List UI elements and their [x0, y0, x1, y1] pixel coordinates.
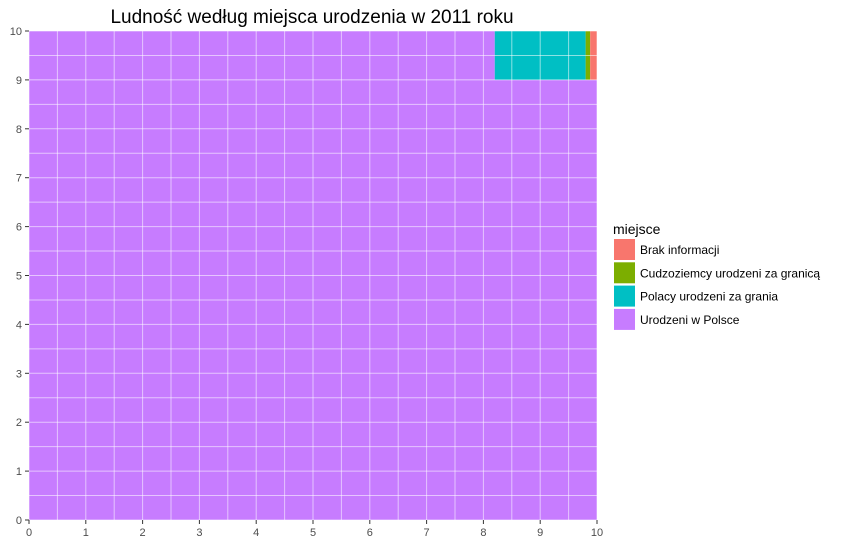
y-axis: 0 1 2 3 4 5 6 7 8 9 10: [10, 26, 29, 527]
x-tick-label: 4: [253, 527, 259, 539]
y-tick-label: 3: [16, 368, 22, 380]
legend-key-1: [614, 262, 635, 284]
legend-key-3: [614, 308, 635, 330]
legend-label: Cudzoziemcy urodzeni za granicą: [640, 266, 820, 280]
grid-lines: [28, 30, 598, 521]
y-tick-label: 5: [16, 271, 22, 283]
x-tick-label: 0: [26, 527, 32, 539]
chart-title: Ludność według miejsca urodzenia w 2011 …: [110, 7, 513, 28]
x-tick-label: 10: [591, 527, 603, 539]
y-tick-label: 1: [16, 466, 22, 478]
legend-label: Brak informacji: [640, 243, 719, 257]
x-tick-label: 2: [140, 527, 146, 539]
y-tick-label: 6: [16, 222, 22, 234]
y-tick-label: 8: [16, 124, 22, 136]
y-tick-label: 2: [16, 417, 22, 429]
y-tick-label: 4: [16, 319, 22, 331]
y-tick-label: 9: [16, 75, 22, 87]
legend-label: Urodzeni w Polsce: [640, 313, 740, 327]
x-tick-label: 7: [424, 527, 430, 539]
legend-key-2: [614, 285, 635, 307]
legend-key-0: [614, 239, 635, 260]
legend-title: miejsce: [613, 221, 661, 237]
y-tick-label: 10: [10, 26, 22, 38]
x-tick-label: 3: [196, 527, 202, 539]
x-tick-label: 5: [310, 527, 316, 539]
x-tick-label: 1: [83, 527, 89, 539]
x-axis: 0 1 2 3 4 5 6 7 8 9 10: [26, 520, 603, 539]
legend: miejsce Brak informacji Cudzoziemcy urodz…: [613, 221, 820, 330]
legend-label: Polacy urodzeni za grania: [640, 290, 778, 304]
y-tick-label: 7: [16, 173, 22, 185]
x-tick-label: 8: [480, 527, 486, 539]
x-tick-label: 6: [367, 527, 373, 539]
x-tick-label: 9: [537, 527, 543, 539]
y-tick-label: 0: [16, 515, 22, 527]
